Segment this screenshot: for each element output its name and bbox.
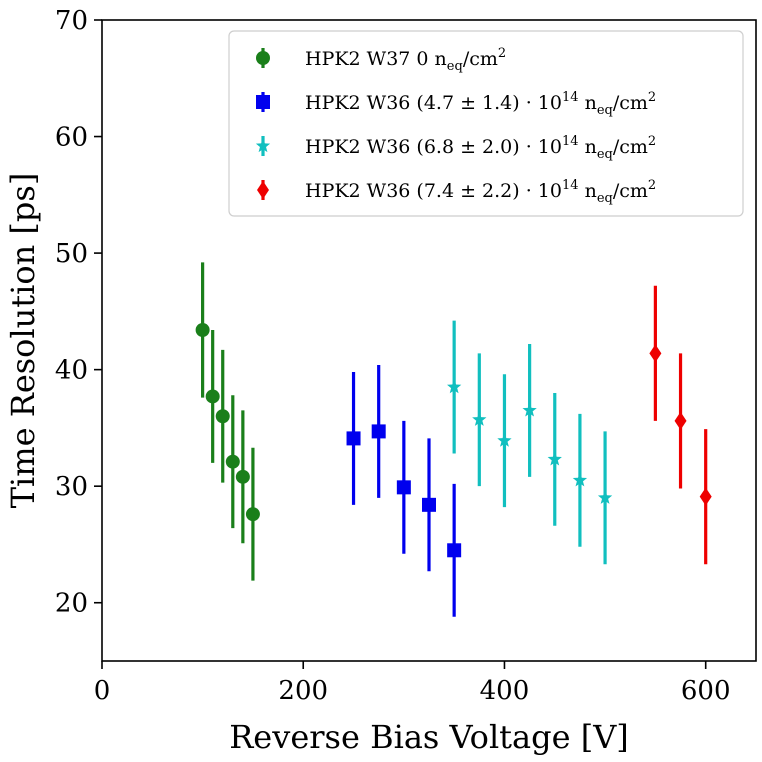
legend-label-1-mid: n xyxy=(579,92,597,114)
legend-label-1-sup1: 14 xyxy=(562,90,579,105)
series-2 xyxy=(447,320,613,565)
y-tick-label-50: 50 xyxy=(55,239,88,269)
legend-label-0-sub: eq xyxy=(447,59,463,74)
data-point-0-4 xyxy=(235,469,250,484)
legend-label-2-sup1: 14 xyxy=(562,134,579,149)
series-3 xyxy=(649,285,712,565)
data-point-0-2 xyxy=(215,409,230,424)
legend-label-0-sup: 2 xyxy=(498,46,506,61)
data-point-3-1 xyxy=(674,411,687,430)
legend-label-1: HPK2 W36 (4.7 ± 1.4) · 1014 neq/cm2 xyxy=(305,90,656,118)
x-tick-label-600: 600 xyxy=(681,676,731,706)
x-tick-label-400: 400 xyxy=(480,676,530,706)
legend-label-3: HPK2 W36 (7.4 ± 2.2) · 1014 neq/cm2 xyxy=(305,178,656,206)
y-tick-label-30: 30 xyxy=(55,472,88,502)
series-1 xyxy=(346,364,462,617)
legend-label-2-mid2: /cm xyxy=(613,136,648,158)
legend-marker-2 xyxy=(255,138,271,153)
data-point-0-3 xyxy=(225,454,240,469)
legend-label-1-mid2: /cm xyxy=(613,92,648,114)
data-point-3-2 xyxy=(699,487,712,506)
data-point-2-2 xyxy=(497,433,512,447)
data-point-0-0 xyxy=(195,323,210,338)
y-axis-label: Time Resolution [ps] xyxy=(4,173,42,509)
legend-marker-3 xyxy=(257,181,269,199)
data-point-1-2 xyxy=(396,480,411,495)
legend-entry-2: HPK2 W36 (6.8 ± 2.0) · 1014 neq/cm2 xyxy=(255,134,656,162)
legend-label-0-prefix: HPK2 W37 0 n xyxy=(305,48,447,70)
legend-label-2-sup: 2 xyxy=(648,134,656,149)
x-tick-label-0: 0 xyxy=(94,676,111,706)
legend-label-1-sup: 2 xyxy=(648,90,656,105)
x-axis: 0 200 400 600 xyxy=(94,661,731,706)
data-point-2-5 xyxy=(572,472,588,487)
legend-label-3-prefix: HPK2 W36 (7.4 ± 2.2) · 10 xyxy=(305,180,562,202)
legend-marker-0 xyxy=(256,51,270,65)
legend-label-3-sup: 2 xyxy=(648,178,656,193)
legend-label-2-prefix: HPK2 W36 (6.8 ± 2.0) · 10 xyxy=(305,136,562,158)
data-point-1-4 xyxy=(447,543,462,558)
plot-marks xyxy=(195,262,712,617)
y-tick-label-60: 60 xyxy=(55,123,88,153)
data-point-2-4 xyxy=(547,451,562,466)
legend-label-3-mid2: /cm xyxy=(613,180,648,202)
data-point-1-3 xyxy=(422,497,436,512)
legend-label-1-prefix: HPK2 W36 (4.7 ± 1.4) · 10 xyxy=(305,92,562,114)
legend-marker-1 xyxy=(256,95,270,109)
y-tick-label-40: 40 xyxy=(55,356,88,386)
series-0 xyxy=(195,262,260,581)
legend-label-2: HPK2 W36 (6.8 ± 2.0) · 1014 neq/cm2 xyxy=(305,134,656,162)
data-point-2-0 xyxy=(447,379,462,394)
legend-label-0-mid: /cm xyxy=(463,48,498,70)
x-tick-label-200: 200 xyxy=(278,676,328,706)
x-axis-label: Reverse Bias Voltage [V] xyxy=(229,718,629,756)
legend-box xyxy=(228,30,744,217)
legend-label-1-sub: eq xyxy=(597,103,613,118)
data-point-2-3 xyxy=(522,402,537,417)
data-point-0-1 xyxy=(205,389,220,404)
legend-entry-1: HPK2 W36 (4.7 ± 1.4) · 1014 neq/cm2 xyxy=(256,90,656,118)
data-point-2-1 xyxy=(472,412,487,426)
legend-label-0: HPK2 W37 0 neq/cm2 xyxy=(305,46,506,74)
y-tick-label-20: 20 xyxy=(55,589,88,619)
legend-label-2-sub: eq xyxy=(597,147,613,162)
legend-label-3-sub: eq xyxy=(597,191,613,206)
data-point-1-0 xyxy=(346,431,361,446)
data-point-0-5 xyxy=(245,507,260,522)
legend-entry-0: HPK2 W37 0 neq/cm2 xyxy=(256,46,506,74)
legend-entry-3: HPK2 W36 (7.4 ± 2.2) · 1014 neq/cm2 xyxy=(257,178,656,206)
data-point-1-1 xyxy=(371,424,386,439)
data-point-2-6 xyxy=(597,490,613,504)
y-tick-label-70: 70 xyxy=(55,6,88,36)
plot-frame xyxy=(101,19,757,662)
legend-label-2-mid: n xyxy=(579,136,597,158)
legend-label-3-sup1: 14 xyxy=(562,178,579,193)
y-axis: 20 30 40 50 60 70 xyxy=(55,6,102,619)
data-point-3-0 xyxy=(649,344,662,363)
legend-label-3-mid: n xyxy=(579,180,597,202)
